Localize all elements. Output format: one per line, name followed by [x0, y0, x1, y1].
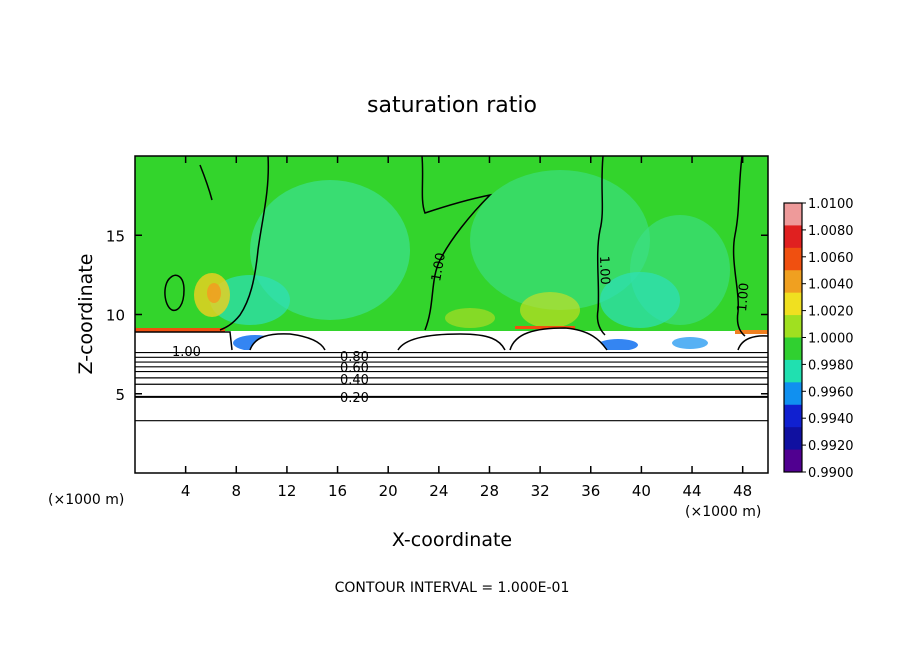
- field-patches: [135, 170, 768, 351]
- x-unit-right: (×1000 m): [685, 504, 761, 520]
- colorbar-swatch: [784, 427, 802, 451]
- x-tick-label: 20: [379, 482, 398, 500]
- colorbar-tick-label: 0.9960: [808, 385, 854, 400]
- colorbar-tick-label: 1.0000: [808, 332, 854, 347]
- contour-line: [421, 156, 493, 331]
- contour-label: 0.20: [340, 391, 369, 406]
- patch-yellow: [520, 292, 580, 328]
- contour-line-level: [135, 419, 768, 422]
- patch-cyan: [210, 275, 290, 325]
- colorbar-swatch: [784, 225, 802, 249]
- white-patch: [510, 328, 607, 350]
- contours-upper: [135, 156, 768, 351]
- contour-label: 1.00: [172, 345, 201, 360]
- contour-line-level: [135, 365, 768, 368]
- contour-line: [732, 156, 746, 337]
- contour-interval-note: CONTOUR INTERVAL = 1.000E-01: [335, 580, 570, 596]
- x-tick-label: 36: [581, 482, 600, 500]
- contour-line-level: [135, 395, 768, 399]
- y-tick-label: 5: [115, 386, 125, 404]
- patch-yellow: [445, 308, 495, 328]
- contours-lower: [135, 351, 768, 422]
- x-tick-label: 40: [632, 482, 651, 500]
- x-tick-label: 16: [328, 482, 347, 500]
- contour-line: [164, 274, 185, 312]
- patch-orange: [207, 283, 221, 303]
- x-tick-label: 32: [531, 482, 550, 500]
- contour-label: 1.00: [735, 282, 752, 312]
- contour-line: [219, 156, 270, 331]
- patch-cyan: [600, 272, 680, 328]
- colorbar-swatch: [784, 337, 802, 361]
- contour-line-level: [135, 356, 768, 359]
- x-tick-label: 4: [181, 482, 191, 500]
- contour-label: 0.80: [340, 350, 369, 365]
- patch-blue: [598, 339, 638, 351]
- contour-line-level: [135, 383, 768, 386]
- patch-red-fringe: [135, 328, 225, 332]
- contour-line-level: [135, 361, 768, 364]
- contour-line: [397, 333, 506, 351]
- x-tick-label: 28: [480, 482, 499, 500]
- colorbar-swatch: [784, 382, 802, 406]
- colorbar-tick-label: 1.0040: [808, 278, 854, 293]
- colorbar: 1.0100 1.0080 1.0060 1.0040 1.0020 1.0000 0.99…: [783, 197, 854, 481]
- colorbar-swatch: [784, 449, 802, 473]
- colorbar-tick-label: 1.0080: [808, 224, 854, 239]
- y-tick-label: 10: [106, 307, 125, 325]
- colorbar-tick-label: 1.0100: [808, 197, 854, 212]
- colorbar-swatch: [784, 270, 802, 294]
- colorbar-swatch: [784, 404, 802, 428]
- contour-label: 0.40: [340, 373, 369, 388]
- white-regions: [135, 328, 768, 473]
- x-tick-label: 48: [733, 482, 752, 500]
- plot-area: [135, 156, 768, 473]
- contour-label: 0.60: [340, 361, 369, 376]
- contour-line-level: [135, 370, 768, 373]
- white-patch: [398, 334, 505, 350]
- contour-line: [737, 335, 768, 351]
- contour-line: [249, 333, 326, 351]
- contour-label: 1.00: [596, 256, 612, 285]
- colorbar-swatch: [784, 315, 802, 338]
- x-tick-label: 24: [429, 482, 448, 500]
- x-axis: 4 8 12 16 20 24 28 32 36 40 44 48: [181, 156, 752, 500]
- y-tick-label: 15: [106, 227, 125, 245]
- colorbar-tick-label: 0.9940: [808, 412, 854, 427]
- x-unit-left: (×1000 m): [48, 492, 124, 508]
- colorbar-swatch: [784, 247, 802, 271]
- patch-blue: [672, 337, 708, 349]
- colorbar-swatch: [784, 203, 802, 226]
- contour-line-level: [135, 351, 768, 354]
- white-patch: [738, 335, 768, 350]
- contour-line: [596, 156, 606, 336]
- patch-cyan: [470, 170, 650, 310]
- white-patch: [135, 332, 232, 350]
- colorbar-swatch: [784, 359, 802, 383]
- patch-red-fringe: [515, 326, 575, 329]
- patch-cyan: [250, 180, 410, 320]
- contour-line: [199, 164, 213, 201]
- x-tick-label: 12: [277, 482, 296, 500]
- contour-line: [135, 331, 233, 351]
- patch-red-fringe: [735, 330, 768, 334]
- colorbar-tick-label: 0.9900: [808, 466, 854, 481]
- contour-label: 1.00: [429, 252, 449, 283]
- colorbar-tick-label: 0.9920: [808, 439, 854, 454]
- colorbar-swatch: [784, 292, 802, 316]
- contour-line-level: [135, 376, 768, 379]
- colorbar-tick-label: 0.9980: [808, 358, 854, 373]
- x-tick-label: 8: [232, 482, 242, 500]
- colorbar-tick-label: 1.0020: [808, 305, 854, 320]
- y-axis: 5 10 15: [106, 227, 768, 404]
- contour-line: [509, 327, 608, 351]
- x-axis-label: X-coordinate: [392, 529, 512, 551]
- y-axis-label: Z-coordinate: [75, 254, 97, 375]
- x-tick-label: 44: [682, 482, 701, 500]
- contour-labels: 1.00 1.00 1.00 1.00 0.80 0.60 0.40 0.20: [172, 252, 753, 406]
- chart-title: saturation ratio: [367, 93, 537, 118]
- colorbar-tick-label: 1.0060: [808, 251, 854, 266]
- white-layer: [135, 350, 768, 473]
